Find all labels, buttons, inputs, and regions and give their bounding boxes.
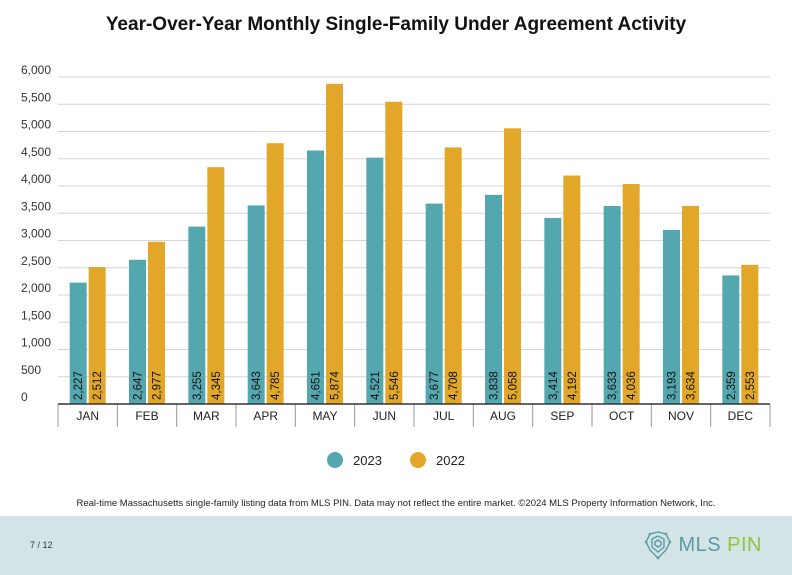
bar-2023-mar xyxy=(188,226,206,404)
bar-2023-feb xyxy=(129,259,146,404)
bar-2023-nov xyxy=(663,229,680,404)
x-tick-label: NOV xyxy=(668,409,694,423)
bar-data-label: 4,521 xyxy=(370,371,382,400)
bar-data-label: 4,785 xyxy=(270,371,282,400)
bar-data-label: 4,708 xyxy=(448,371,460,400)
bar-data-label: 5,546 xyxy=(389,371,401,400)
bar-2023-aug xyxy=(485,194,502,404)
bar-data-label: 2,647 xyxy=(133,371,145,400)
y-tick-label: 500 xyxy=(21,363,41,377)
chart-legend: 2023 2022 xyxy=(0,452,792,468)
bar-data-label: 4,036 xyxy=(626,371,638,400)
bar-data-label: 5,874 xyxy=(330,371,342,400)
y-tick-label: 4,000 xyxy=(21,172,51,186)
x-tick-label: AUG xyxy=(490,409,516,423)
mls-pin-logo-icon xyxy=(645,531,672,560)
bar-data-label: 3,255 xyxy=(192,371,204,400)
x-tick-label: DEC xyxy=(728,409,754,423)
legend-label-2022: 2022 xyxy=(436,452,465,468)
legend-dot-2023 xyxy=(327,452,344,468)
legend-label-2023: 2023 xyxy=(353,452,382,468)
y-tick-label: 1,500 xyxy=(21,308,51,322)
bar-data-label: 4,345 xyxy=(211,371,223,400)
bar-2023-apr xyxy=(247,205,265,404)
bar-data-label: 2,512 xyxy=(92,371,104,400)
legend-dot-2022 xyxy=(410,452,426,468)
chart-title: Year-Over-Year Monthly Single-Family Und… xyxy=(105,14,687,35)
bar-2022-sep xyxy=(563,175,581,404)
bar-2022-oct xyxy=(622,184,640,404)
x-tick-label: MAR xyxy=(193,409,220,423)
bar-data-label: 2,227 xyxy=(73,371,85,400)
bar-2022-mar xyxy=(207,167,225,404)
legend-item-2022: 2022 xyxy=(410,452,465,468)
x-tick-label: FEB xyxy=(135,409,158,423)
bar-data-label: 2,977 xyxy=(152,371,164,400)
x-tick-label: MAY xyxy=(312,409,337,423)
bar-2022-dec xyxy=(741,264,759,404)
bar-data-label: 5,058 xyxy=(508,371,520,400)
y-tick-label: 4,500 xyxy=(21,145,51,159)
x-tick-label: JUL xyxy=(433,409,455,423)
brand-name: MLS PIN xyxy=(678,534,762,557)
x-tick-label: OCT xyxy=(609,409,635,423)
y-tick-label: 3,000 xyxy=(21,227,51,241)
page-number: 7 / 12 xyxy=(30,540,53,550)
brand-logo: MLS PIN xyxy=(644,530,762,560)
bar-data-label: 2,359 xyxy=(726,371,738,400)
x-tick-label: APR xyxy=(253,409,278,423)
x-tick-label: JAN xyxy=(76,409,99,423)
x-tick-label: JUN xyxy=(373,409,396,423)
y-tick-label: 3,500 xyxy=(21,199,51,213)
legend-item-2023: 2023 xyxy=(327,452,382,468)
bar-2022-apr xyxy=(266,143,284,404)
bar-data-label: 3,838 xyxy=(489,371,501,400)
x-tick-label: SEP xyxy=(550,409,574,423)
y-tick-label: 1,000 xyxy=(21,336,51,350)
y-tick-label: 0 xyxy=(21,390,28,404)
brand-name-main: MLS xyxy=(678,533,728,556)
bar-2023-may xyxy=(307,150,324,404)
bar-2023-jul xyxy=(425,203,443,404)
bar-2022-nov xyxy=(682,205,699,404)
bar-data-label: 3,633 xyxy=(607,371,619,400)
y-tick-label: 5,500 xyxy=(21,90,51,104)
bar-2022-jan xyxy=(88,267,106,404)
bar-data-label: 4,651 xyxy=(311,371,323,400)
bar-data-label: 3,677 xyxy=(429,371,441,400)
bar-data-label: 3,634 xyxy=(686,371,698,400)
bar-data-label: 3,643 xyxy=(251,371,263,400)
bar-2022-feb xyxy=(148,241,165,404)
bar-2022-aug xyxy=(504,128,521,405)
bar-2022-jun xyxy=(385,101,403,405)
bar-2022-jul xyxy=(444,147,462,404)
bar-2023-dec xyxy=(722,275,740,404)
bar-2022-may xyxy=(326,83,343,404)
bar-data-label: 3,193 xyxy=(667,371,679,400)
bar-chart: 0 500 1,000 1,500 2,000 2,500 3,000 3,500 4,000 4… xyxy=(21,63,771,427)
bar-2023-sep xyxy=(544,217,562,404)
bar-2023-jun xyxy=(366,157,384,404)
data-disclaimer: Real-time Massachusetts single-family li… xyxy=(76,498,716,509)
bar-data-label: 3,414 xyxy=(548,371,560,400)
bar-2023-oct xyxy=(603,206,621,404)
page-footer: 7 / 12 MLS PIN xyxy=(0,516,792,575)
y-tick-label: 6,000 xyxy=(21,63,51,77)
brand-name-accent: PIN xyxy=(727,533,762,556)
y-tick-label: 2,000 xyxy=(21,281,51,295)
bar-2023-jan xyxy=(69,282,87,404)
y-tick-label: 2,500 xyxy=(21,254,51,268)
bar-data-label: 2,553 xyxy=(745,371,757,400)
bar-data-label: 4,192 xyxy=(567,371,579,400)
y-tick-label: 5,000 xyxy=(21,118,51,132)
